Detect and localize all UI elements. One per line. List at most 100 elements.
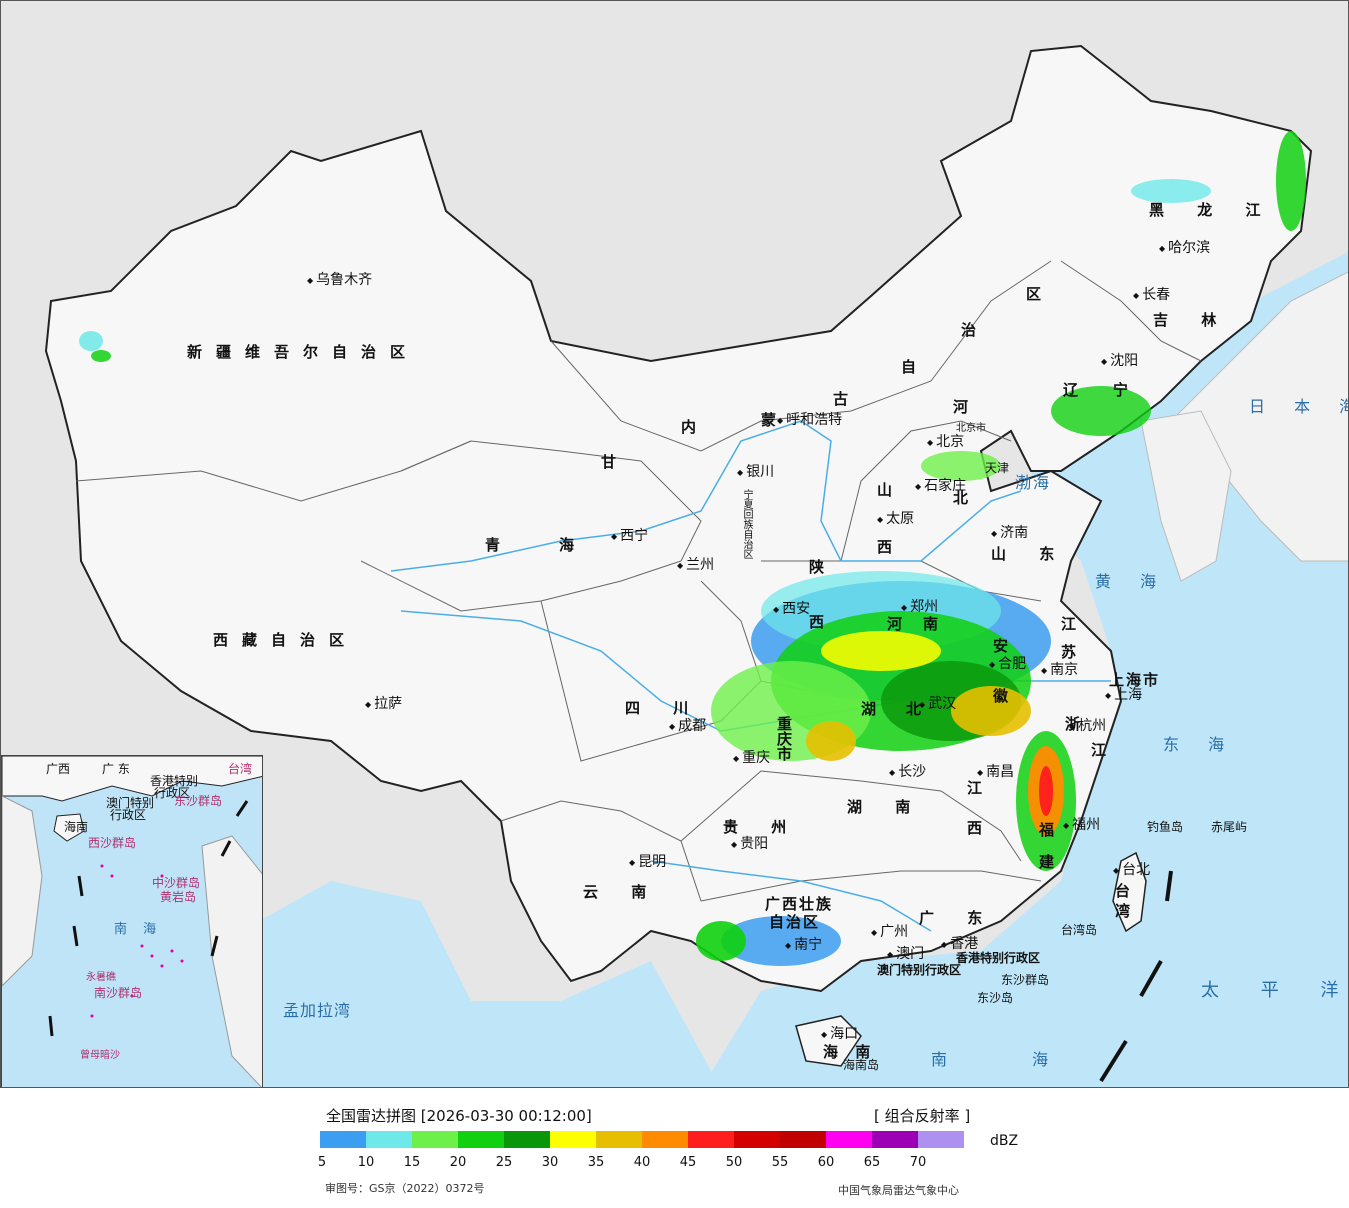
label-henan-a: 河: [887, 615, 917, 633]
colorbar-swatch-0: [320, 1131, 366, 1148]
city-shenyang: 沈阳: [1101, 350, 1138, 370]
city-nanning: 南宁: [785, 934, 822, 954]
legend-title: 全国雷达拼图 [2026-03-30 00:12:00]: [326, 1107, 592, 1125]
label-sichuan: 四 川: [625, 699, 703, 717]
city-guiyang: 贵阳: [731, 833, 768, 853]
echo-yellow-3: [806, 721, 856, 761]
city-nanjing: 南京: [1041, 659, 1078, 679]
maritime-boundary: [1099, 870, 1173, 1083]
sea-riben: 日 本 海: [1249, 397, 1348, 416]
label-xizang: 西藏自治区: [213, 631, 359, 649]
label-chongqing: 重: [777, 715, 807, 733]
colorbar-tick: 15: [403, 1155, 421, 1170]
label-neimeng-qu: 区: [1026, 285, 1056, 303]
label-shaanxi: 陕: [809, 558, 839, 576]
label-zhejiang-b: 江: [1091, 741, 1121, 759]
legend-product: [ 组合反射率 ]: [874, 1107, 971, 1125]
label-guangxi: 广西壮族: [765, 895, 834, 913]
city-taibei: 台北: [1113, 859, 1150, 879]
city-chengdu: 成都: [669, 715, 706, 735]
colorbar-tick: 50: [725, 1155, 743, 1170]
island-chiwei: 赤尾屿: [1211, 820, 1248, 834]
sea-nanhai: 南 海: [931, 1050, 1089, 1069]
colorbar-swatch-13: [918, 1131, 964, 1148]
border-guangdong: [700, 870, 1042, 902]
colorbar-tick: 60: [817, 1155, 835, 1170]
echo-green-guangxi: [696, 921, 746, 961]
colorbar-tick: 25: [495, 1155, 513, 1170]
label-hubei-b: 北: [906, 700, 936, 718]
island-hainan-dao: 海南岛: [843, 1058, 880, 1072]
echo-green-beijing: [921, 451, 1001, 481]
inset-guangxi: 广西: [46, 762, 71, 776]
label-jiangsu-b: 苏: [1061, 643, 1091, 661]
inset-zengmu: 曾母暗沙: [80, 1050, 120, 1061]
label-qinghai-a: 青: [485, 536, 515, 554]
label-henan-b: 南: [923, 615, 953, 633]
label-guangdong: 广 东: [919, 909, 997, 927]
inset-boundary-1: [235, 800, 249, 817]
inset-zhongsha: 中沙群岛: [152, 876, 201, 890]
label-neimeng-zhi: 治: [961, 321, 991, 339]
label-yunnan: 云 南: [583, 883, 661, 901]
inset-yongshu: 永暑礁: [86, 972, 116, 983]
city-jinan: 济南: [991, 522, 1028, 542]
city-haerbin: 哈尔滨: [1159, 237, 1210, 257]
sea-donghai: 东 海: [1163, 735, 1237, 754]
label-beijing-city: 北京市: [956, 423, 986, 434]
japan-land: [1160, 271, 1348, 562]
city-urumqi: 乌鲁木齐: [307, 269, 372, 289]
sea-huanghai: 黄 海: [1095, 572, 1169, 591]
border-north: [840, 420, 1012, 562]
island-taiwan-dao: 台湾岛: [1061, 923, 1098, 937]
colorbar-swatch-1: [366, 1131, 412, 1148]
colorbar-swatch-6: [596, 1131, 642, 1148]
label-fujian: 福: [1039, 821, 1069, 839]
border-hunan: [680, 770, 1022, 862]
city-yinchuan: 银川: [737, 461, 774, 481]
colorbar: [320, 1131, 964, 1148]
city-shijiazhuang: 石家庄: [915, 475, 966, 495]
label-hubei-a: 湖: [861, 700, 891, 718]
label-liaoning2: 宁: [1113, 381, 1143, 399]
label-liaoning: 辽: [1063, 381, 1093, 399]
label-shanxi-b: 西: [877, 538, 907, 556]
label-fujian2: 建: [1039, 853, 1069, 871]
inset-hainan: 海南: [64, 820, 89, 834]
city-chongqing: 重庆: [733, 747, 770, 767]
inset-xingzheng2: 行政区: [110, 808, 147, 822]
colorbar-swatch-7: [642, 1131, 688, 1148]
label-jilin: 吉 林: [1153, 311, 1231, 329]
island-dot-9: [130, 994, 134, 998]
colorbar-swatch-2: [412, 1131, 458, 1148]
city-hefei: 合肥: [989, 653, 1026, 673]
boundary-seg-1: [1165, 870, 1173, 902]
agency-name: 中国气象局雷达气象中心: [838, 1184, 959, 1197]
inset-philippines: [201, 835, 262, 1087]
province-borders: [75, 260, 1202, 902]
echo-yellow-2: [951, 686, 1031, 736]
city-nanchang: 南昌: [977, 761, 1014, 781]
label-ningxia: 宁夏回族自治区: [741, 489, 752, 559]
city-aomen: 澳门: [887, 943, 924, 963]
label-hainan: 海 南: [823, 1043, 877, 1061]
echo-yellow-1: [821, 631, 941, 671]
inset-svg: [2, 756, 262, 1087]
radar-map: 新疆维吾尔自治区 西藏自治区 青 海 甘 内 蒙 古 自 治 区 黑 龙 江 吉…: [0, 0, 1349, 1088]
label-tianjin: 天津: [985, 461, 1010, 475]
city-shanghai: 上海: [1105, 684, 1142, 704]
colorbar-tick: 10: [357, 1155, 375, 1170]
colorbar-swatch-5: [550, 1131, 596, 1148]
label-jiangxi-b: 西: [967, 819, 997, 837]
city-taiyuan: 太原: [877, 508, 914, 528]
city-xianggang: 香港: [941, 933, 978, 953]
inset-nanhai: 南 海: [114, 922, 163, 937]
boundary-seg-2: [1139, 960, 1163, 997]
border-yunnan: [500, 800, 702, 902]
colorbar-tick: 20: [449, 1155, 467, 1170]
inset-aomen: 澳门特别: [106, 796, 155, 810]
legend-unit: dBZ: [990, 1133, 1019, 1149]
border-qh: [360, 440, 702, 612]
label-gansu: 甘: [601, 453, 631, 471]
island-dot-5: [180, 959, 184, 963]
